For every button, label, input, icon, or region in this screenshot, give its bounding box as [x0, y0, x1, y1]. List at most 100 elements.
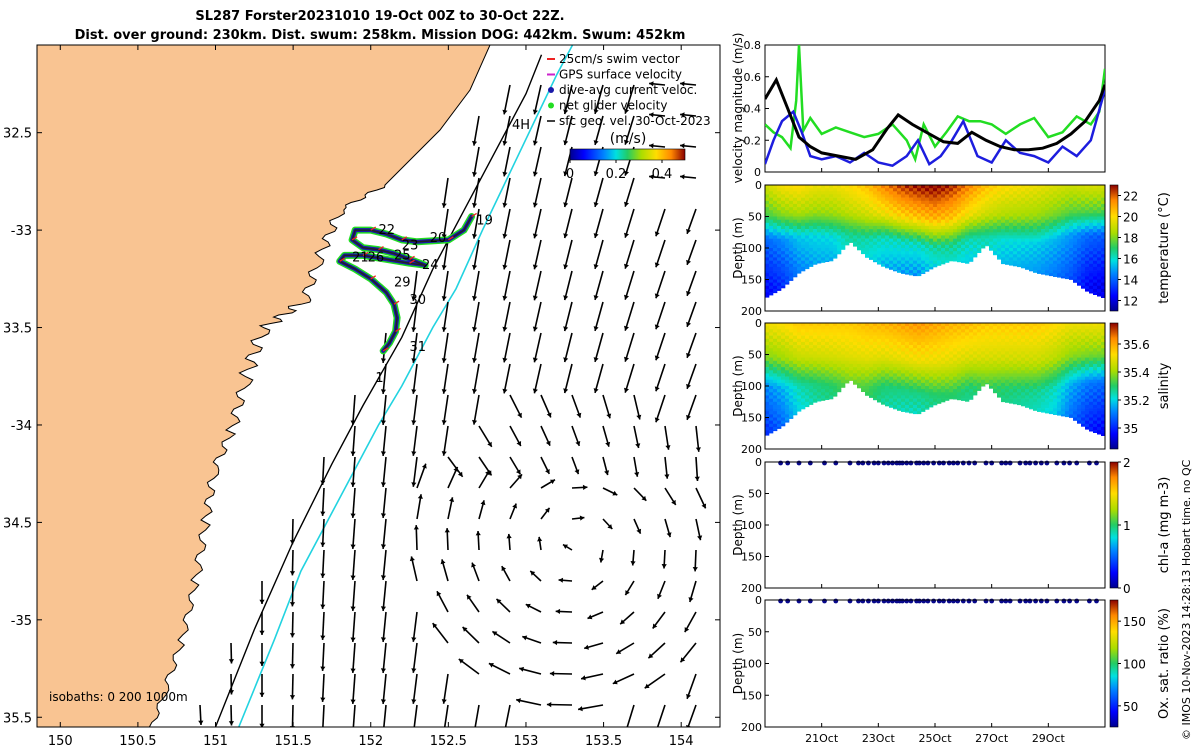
section-cell [809, 382, 814, 387]
section-cell [893, 338, 898, 343]
section-cell [777, 241, 782, 246]
section-cell [821, 354, 826, 358]
section-cell [1053, 229, 1058, 233]
section-cell [801, 360, 806, 365]
section-cell [973, 370, 978, 374]
section-cell [1061, 360, 1066, 365]
section-cell [981, 225, 986, 230]
section-cell [1029, 341, 1034, 346]
section-cell [857, 225, 862, 230]
isobath-200m [214, 54, 543, 727]
section-cell [937, 229, 942, 233]
section-cell [877, 260, 882, 265]
velocity-arrow [594, 332, 604, 363]
velocity-arrow [533, 146, 542, 177]
velocity-arrow-head [558, 577, 564, 583]
section-cell [1037, 345, 1042, 349]
section-cell [789, 417, 794, 419]
section-cell [773, 251, 778, 255]
section-cell [961, 210, 966, 214]
section-cell [889, 260, 894, 265]
velocity-arrow-head [502, 109, 508, 115]
section-cell [841, 244, 846, 249]
section-cell [1021, 392, 1026, 396]
section-cell [1101, 219, 1106, 224]
section-cell [817, 200, 822, 205]
section-cell [1033, 373, 1038, 377]
section-cell [969, 357, 974, 362]
section-cell [885, 382, 890, 387]
section-cell [829, 341, 834, 346]
section-cell [905, 332, 910, 336]
velocity-arrow [624, 363, 635, 393]
velocity-arrow [624, 177, 635, 207]
section-cell [993, 235, 998, 239]
velocity-arrow-head [593, 171, 599, 176]
section-cell [945, 389, 950, 393]
velocity-arrow-head [587, 614, 593, 620]
section-cell [801, 338, 806, 343]
section-cell [1013, 341, 1018, 346]
section-cell [957, 376, 962, 381]
section-cell [1061, 232, 1066, 236]
section-cell [969, 379, 974, 384]
section-cell [813, 345, 818, 349]
section-cell [769, 341, 774, 346]
section-cell [769, 408, 774, 412]
section-cell [849, 335, 854, 340]
section-cell [1025, 335, 1030, 340]
section-cell [785, 417, 790, 421]
legend-label: dive-avg current veloc. [559, 83, 697, 97]
section-cell [773, 203, 778, 208]
section-cell [1069, 251, 1074, 255]
section-cell [937, 222, 942, 227]
section-cell [1101, 248, 1106, 252]
section-cell [1061, 326, 1066, 330]
velocity-arrow [626, 704, 635, 727]
section-cell [1053, 370, 1058, 374]
section-cell [933, 194, 938, 198]
section-cell [1061, 357, 1066, 362]
section-cell [953, 360, 958, 365]
section-cell [977, 360, 982, 365]
section-cell [1037, 216, 1042, 220]
velocity-arrow-head [644, 683, 650, 689]
velocity-arrow-head [532, 202, 538, 208]
section-cell [981, 357, 986, 362]
section-cell [953, 386, 958, 390]
section-cell [845, 367, 850, 371]
section-cell [1033, 260, 1038, 265]
section-cell [789, 370, 794, 374]
section-cell [1089, 282, 1094, 287]
section-cell [1025, 194, 1030, 198]
section-cell [937, 244, 942, 249]
section-cell [889, 232, 894, 236]
section-cell [837, 203, 842, 208]
section-cell [905, 200, 910, 205]
section-cell [893, 266, 898, 271]
section-cell [1001, 351, 1006, 355]
section-cell [941, 345, 946, 349]
section-cell [1021, 232, 1026, 236]
velocity-arrow-head [545, 469, 550, 474]
section-cell [1053, 200, 1058, 205]
section-cell [1021, 222, 1026, 227]
section-cell [877, 210, 882, 214]
section-cell [1097, 188, 1102, 192]
section-cell [793, 370, 798, 374]
section-cell [921, 360, 926, 365]
section-cell [1001, 360, 1006, 365]
section-cell [829, 244, 834, 249]
section-cell [785, 266, 790, 271]
section-cell [901, 251, 906, 255]
velocity-arrow-head [581, 675, 586, 681]
section-cell [1045, 213, 1050, 217]
section-cell [969, 392, 974, 396]
section-cell [1057, 207, 1062, 211]
section-cell [801, 194, 806, 198]
section-cell [1049, 401, 1054, 406]
section-cell [921, 351, 926, 355]
section-cell [1037, 273, 1042, 274]
section-cell [785, 194, 790, 198]
section-cell [913, 270, 918, 274]
